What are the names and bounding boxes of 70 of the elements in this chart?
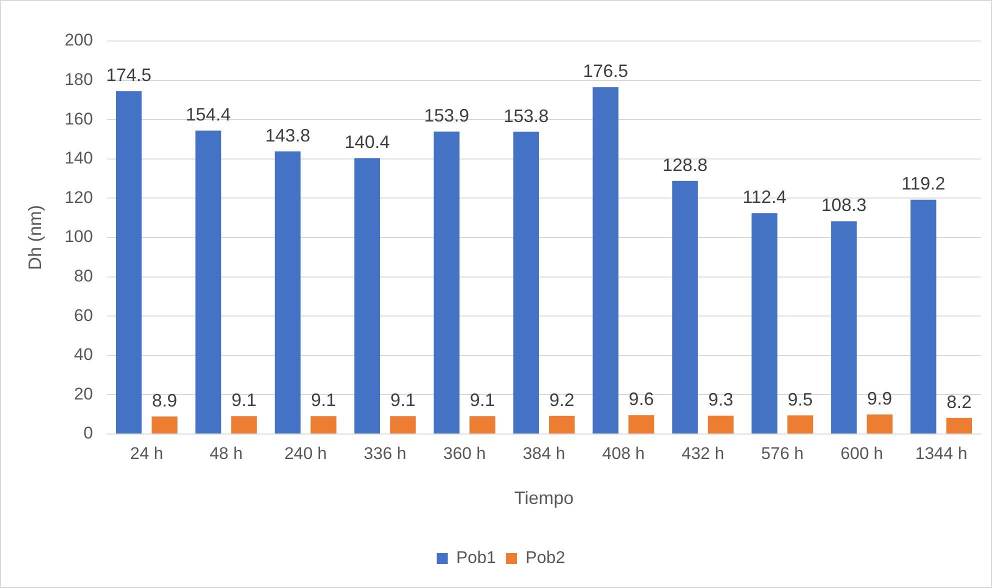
- data-label: 9.3: [708, 390, 734, 410]
- x-tick-label: 240 h: [284, 444, 327, 463]
- y-tick-label: 200: [64, 30, 93, 50]
- x-tick-label: 24 h: [130, 444, 164, 463]
- data-label: 9.1: [232, 390, 257, 410]
- data-label: 112.4: [742, 187, 786, 208]
- data-label: 153.8: [504, 106, 549, 126]
- bar: [354, 158, 380, 434]
- y-tick-label: 180: [64, 70, 93, 89]
- data-label: 119.2: [902, 174, 946, 194]
- bar: [390, 416, 416, 434]
- data-label: 9.1: [310, 390, 336, 410]
- bar: [592, 87, 618, 434]
- bar: [434, 132, 460, 434]
- y-tick-label: 140: [64, 148, 93, 168]
- legend-label: Pob2: [526, 548, 566, 568]
- bar: [708, 416, 734, 434]
- bar: [672, 180, 698, 434]
- y-tick-label: 160: [64, 109, 93, 128]
- y-tick-label: 100: [64, 227, 93, 246]
- data-label: 9.6: [628, 389, 654, 410]
- y-tick-label: 40: [74, 345, 93, 364]
- bar: [910, 200, 936, 434]
- x-tick-label: 360 h: [443, 444, 486, 463]
- x-tick-label: 384 h: [522, 444, 566, 463]
- bar: [195, 130, 222, 434]
- legend-label: Pob1: [456, 548, 496, 568]
- x-tick-label: 48 h: [210, 444, 243, 463]
- bar: [752, 213, 778, 434]
- bar: [310, 416, 336, 434]
- data-label: 153.9: [424, 106, 470, 126]
- data-label: 9.2: [549, 390, 574, 410]
- x-tick-label: 1344 h: [915, 444, 968, 463]
- bar: [866, 414, 893, 434]
- data-label: 9.1: [390, 390, 416, 410]
- data-label: 9.1: [470, 390, 495, 410]
- data-label: 9.9: [867, 388, 892, 409]
- x-tick-label: 432 h: [682, 444, 724, 463]
- data-label: 176.5: [583, 61, 628, 82]
- bar: [274, 151, 301, 434]
- data-label: 9.5: [788, 389, 813, 410]
- bar: [231, 416, 257, 434]
- data-label: 8.2: [946, 392, 972, 412]
- y-tick-label: 0: [83, 424, 93, 443]
- data-label: 108.3: [821, 195, 866, 216]
- bar: [470, 416, 496, 434]
- bar: [831, 221, 857, 434]
- bar: [152, 416, 178, 434]
- data-label: 140.4: [344, 132, 390, 152]
- x-tick-label: 336 h: [364, 444, 406, 463]
- data-label: 154.4: [186, 104, 231, 125]
- bar: [946, 418, 972, 434]
- y-tick-label: 60: [74, 306, 93, 325]
- data-label: 8.9: [152, 390, 178, 410]
- bar: [628, 415, 654, 434]
- bar: [548, 416, 575, 434]
- data-label: 174.5: [106, 65, 152, 86]
- data-label: 143.8: [265, 125, 310, 146]
- x-tick-label: 576 h: [761, 444, 804, 463]
- bar: [787, 415, 814, 434]
- data-label: 128.8: [662, 154, 708, 175]
- y-tick-label: 120: [64, 188, 93, 207]
- bar: [116, 91, 142, 434]
- x-tick-label: 408 h: [602, 444, 645, 463]
- bar: [513, 132, 539, 434]
- y-tick-label: 80: [74, 266, 93, 286]
- x-tick-label: 600 h: [840, 444, 884, 463]
- x-axis-title: Tiempo: [514, 488, 574, 508]
- y-tick-label: 20: [74, 384, 93, 404]
- y-axis-title: Dh (nm): [24, 204, 45, 270]
